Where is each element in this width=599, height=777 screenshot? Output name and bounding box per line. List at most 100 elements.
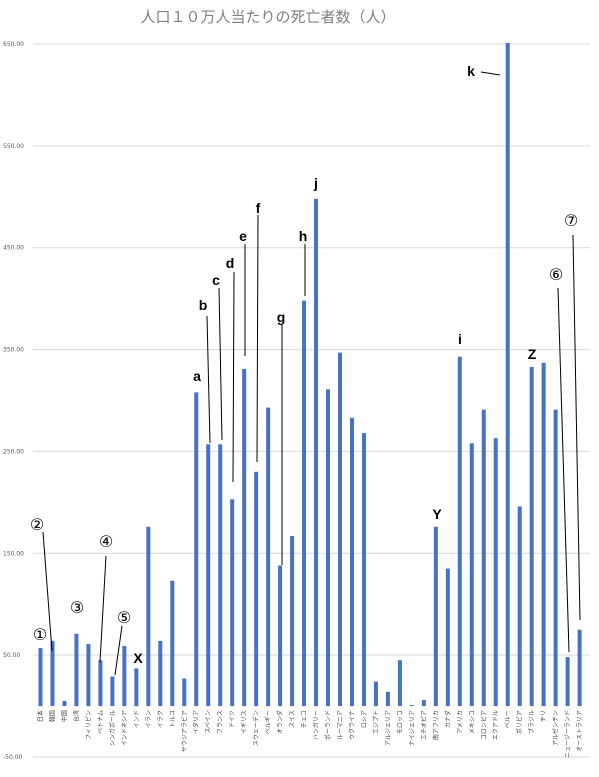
bar <box>385 691 390 707</box>
x-tick-label: インド <box>133 710 140 728</box>
annotation-label: b <box>199 297 208 313</box>
bar <box>218 444 223 707</box>
x-tick-label: ペルー <box>505 710 512 728</box>
x-tick-label: ベルギー <box>265 710 272 734</box>
x-tick-label: ルーマニア <box>337 710 344 740</box>
y-axis-ticks: 650.00 550.00 450.00 350.00 250.00 150.00 50.0… <box>3 41 24 761</box>
bar <box>421 699 426 707</box>
bar <box>74 633 79 707</box>
x-tick-label: エクアドル <box>493 710 500 740</box>
annotation-label: ② <box>30 515 44 534</box>
x-tick-label: アメリカ <box>457 710 464 734</box>
bar <box>314 198 319 707</box>
annotation-leader-line <box>480 71 501 76</box>
annotation-label: ⑥ <box>549 265 563 284</box>
x-tick-label: 韓国 <box>48 710 56 722</box>
x-tick-label: イタリア <box>192 710 200 734</box>
annotation-label: ④ <box>99 532 113 551</box>
x-tick-label: スウェーデン <box>252 710 260 746</box>
bar <box>493 438 498 707</box>
y-tick-label: 50.00 <box>3 652 20 659</box>
x-tick-label: オーストラリア <box>577 710 584 752</box>
bar <box>505 42 510 707</box>
bar <box>50 640 55 707</box>
x-tick-label: エチオピア <box>421 710 428 740</box>
bar <box>170 580 175 707</box>
annotation-leader-line <box>557 287 570 653</box>
x-tick-label: ブラジル <box>528 710 536 734</box>
x-tick-label: インドネシア <box>121 710 128 746</box>
chart-title: 人口１０万人当たりの死亡者数（人） <box>140 8 395 26</box>
annotation-label: c <box>212 272 220 288</box>
bar <box>541 362 546 707</box>
x-axis-labels: 日本 韓国 中国 台湾 フィリピン ベトナム シンガポール インドネシア インド イラン イラク トル… <box>37 710 584 758</box>
bar <box>290 535 295 707</box>
annotation-label: a <box>193 368 201 384</box>
bar <box>62 700 67 707</box>
bar <box>397 660 402 707</box>
y-tick-label: 250.00 <box>3 448 24 455</box>
x-tick-label: サウジアラビア <box>180 710 188 752</box>
annotation-leader-line <box>114 625 123 676</box>
x-tick-label: 南アフリカ <box>432 710 440 740</box>
x-tick-label: ボリビア <box>516 710 524 734</box>
x-tick-label: トルコ <box>169 710 176 728</box>
x-tick-label: 日本 <box>37 710 45 722</box>
bar <box>361 433 366 707</box>
x-tick-label: チェコ <box>301 710 308 728</box>
bar <box>206 444 211 707</box>
bar <box>553 409 558 707</box>
annotation-leader-line <box>256 214 259 463</box>
bar <box>349 417 354 707</box>
x-tick-label: ニュージーランド <box>565 710 572 758</box>
x-tick-label: ウクライナ <box>348 710 356 740</box>
x-tick-label: 中国 <box>60 710 68 722</box>
annotation-label: ③ <box>70 598 84 617</box>
x-tick-label: ドイツ <box>229 710 236 728</box>
x-tick-label: イギリス <box>241 710 248 734</box>
annotation-leader-line <box>218 287 223 441</box>
x-tick-label: シンガポール <box>108 710 116 746</box>
bar <box>529 366 534 707</box>
x-tick-label: 台湾 <box>72 710 80 722</box>
bar <box>278 565 283 707</box>
x-tick-label: アルゼンチン <box>552 710 560 746</box>
x-tick-label: チリ <box>541 710 548 722</box>
x-tick-label: スペイン <box>205 710 212 734</box>
annotation-label: g <box>277 309 286 325</box>
annotation-label: h <box>299 228 308 244</box>
annotation-label: Y <box>432 506 442 522</box>
y-tick-label: 450.00 <box>3 245 24 252</box>
bar <box>266 407 271 707</box>
x-tick-label: フィリピン <box>85 710 92 740</box>
y-tick-label: 150.00 <box>3 550 24 557</box>
x-tick-label: ハンガリー <box>312 710 320 740</box>
x-tick-label: メキシコ <box>469 710 476 734</box>
annotation-label: ⑤ <box>117 608 131 627</box>
annotation-label: d <box>226 255 235 271</box>
bar <box>158 640 163 707</box>
bar <box>86 643 91 707</box>
x-tick-label: フランス <box>217 710 224 734</box>
y-tick-label: 550.00 <box>3 143 24 150</box>
x-tick-label: エジプト <box>373 710 380 734</box>
x-tick-label: イラク <box>157 710 164 728</box>
bar <box>146 526 151 707</box>
bar <box>122 645 127 707</box>
x-tick-label: ポーランド <box>324 710 332 740</box>
bars <box>38 42 582 707</box>
bar <box>469 443 474 707</box>
bar <box>98 660 103 707</box>
annotation-leader-line <box>206 315 211 444</box>
bar <box>481 409 486 707</box>
annotation-label: k <box>467 63 475 79</box>
bar <box>38 648 43 707</box>
annotation-label: ① <box>33 625 47 644</box>
bar <box>242 368 247 707</box>
annotation-label: ⑦ <box>564 211 578 230</box>
annotation-label: Z <box>528 346 537 362</box>
annotation-leader-line <box>42 531 53 652</box>
annotation-leader-line <box>232 271 235 483</box>
bar <box>409 705 414 707</box>
